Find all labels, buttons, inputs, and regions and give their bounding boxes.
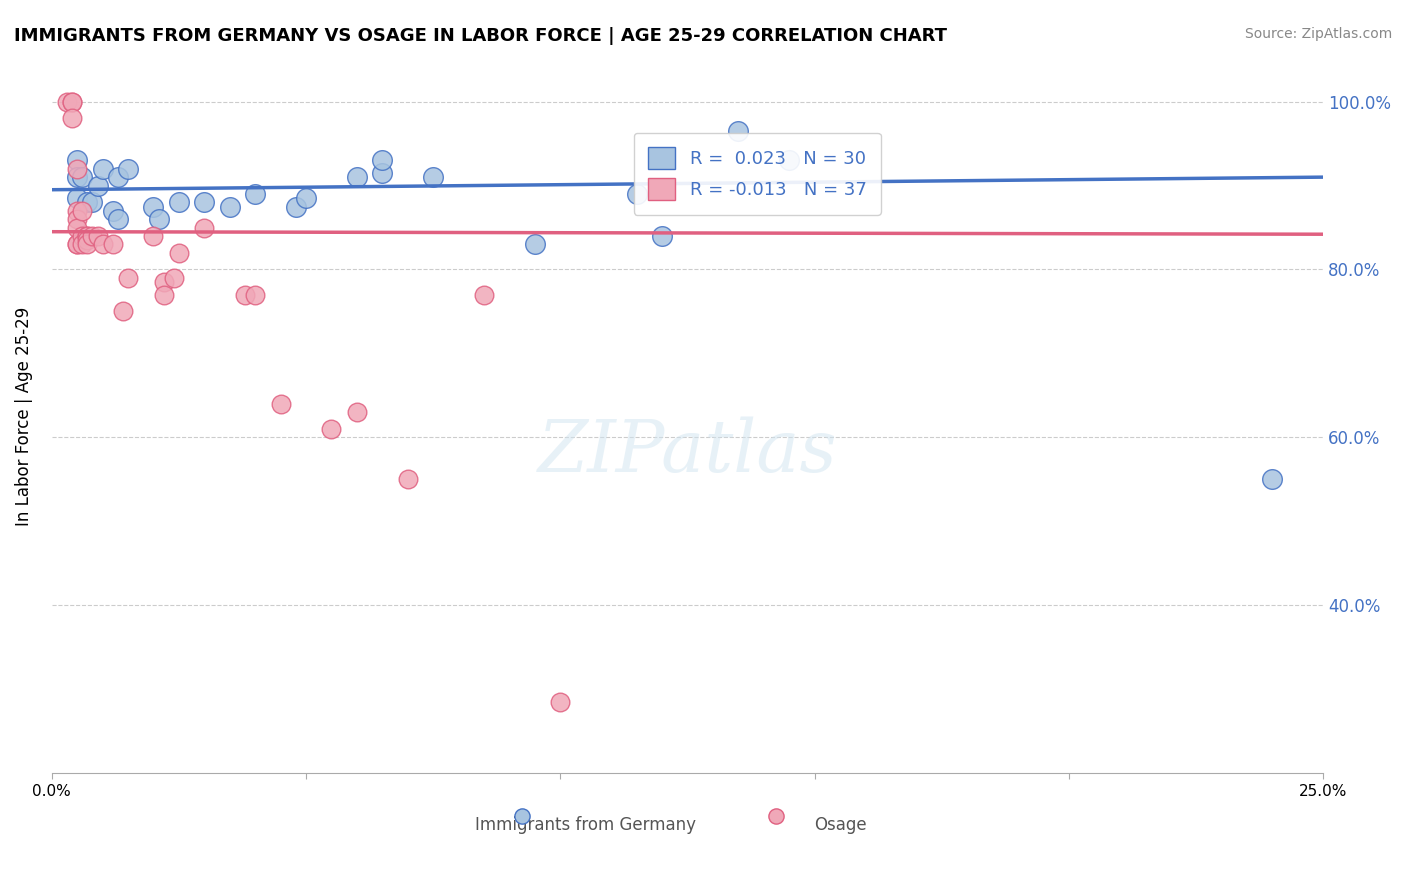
Point	[91, 161, 114, 176]
Point	[76, 228, 98, 243]
Text: Source: ZipAtlas.com: Source: ZipAtlas.com	[1244, 27, 1392, 41]
Point	[107, 170, 129, 185]
Point	[60, 95, 83, 109]
Point	[651, 228, 673, 243]
Point	[66, 237, 89, 252]
Point	[66, 220, 89, 235]
Point	[193, 195, 215, 210]
Point	[66, 170, 89, 185]
Point	[142, 200, 165, 214]
Point	[371, 153, 394, 168]
Point	[142, 228, 165, 243]
Point	[163, 271, 186, 285]
Point	[86, 228, 108, 243]
Point	[243, 287, 266, 301]
Point	[76, 195, 98, 210]
Point	[111, 304, 134, 318]
Point	[346, 405, 368, 419]
Point	[321, 422, 343, 436]
Point	[66, 203, 89, 218]
Point	[101, 237, 124, 252]
Point	[193, 220, 215, 235]
Point	[72, 203, 94, 218]
Point	[66, 212, 89, 227]
Point	[152, 287, 174, 301]
Point	[60, 95, 83, 109]
Point	[66, 153, 89, 168]
Y-axis label: In Labor Force | Age 25-29: In Labor Force | Age 25-29	[15, 307, 32, 526]
Point	[76, 237, 98, 252]
Point	[72, 237, 94, 252]
Point	[66, 161, 89, 176]
Point	[371, 166, 394, 180]
Point	[778, 153, 800, 168]
Text: ZIPatlas: ZIPatlas	[537, 417, 837, 487]
Point	[167, 195, 190, 210]
Point	[233, 287, 256, 301]
Point	[91, 237, 114, 252]
Text: Immigrants from Germany: Immigrants from Germany	[475, 816, 696, 834]
Point	[82, 195, 104, 210]
Point	[523, 237, 546, 252]
Point	[284, 200, 307, 214]
Point	[72, 228, 94, 243]
Point	[167, 245, 190, 260]
Point	[550, 695, 572, 709]
Point	[346, 170, 368, 185]
Point	[472, 287, 495, 301]
Point	[117, 271, 139, 285]
Point	[218, 200, 240, 214]
Text: IMMIGRANTS FROM GERMANY VS OSAGE IN LABOR FORCE | AGE 25-29 CORRELATION CHART: IMMIGRANTS FROM GERMANY VS OSAGE IN LABO…	[14, 27, 948, 45]
Point	[101, 203, 124, 218]
Point	[152, 275, 174, 289]
Point	[295, 191, 318, 205]
Point	[422, 170, 444, 185]
Point	[72, 170, 94, 185]
Point	[86, 178, 108, 193]
Point	[76, 228, 98, 243]
Point	[107, 212, 129, 227]
Point	[60, 112, 83, 126]
Point	[727, 124, 749, 138]
Point	[626, 186, 648, 201]
Point	[117, 161, 139, 176]
Point	[396, 472, 419, 486]
Point	[56, 95, 79, 109]
Point	[76, 233, 98, 247]
Legend: R =  0.023   N = 30, R = -0.013   N = 37: R = 0.023 N = 30, R = -0.013 N = 37	[634, 133, 882, 215]
Point	[270, 397, 292, 411]
Text: Osage: Osage	[814, 816, 866, 834]
Point	[243, 186, 266, 201]
Point	[66, 191, 89, 205]
Point	[148, 212, 170, 227]
Point	[66, 237, 89, 252]
Point	[1261, 472, 1284, 486]
Point	[82, 228, 104, 243]
